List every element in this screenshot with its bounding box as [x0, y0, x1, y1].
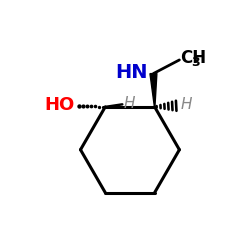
Text: 3: 3 — [191, 56, 200, 69]
Text: HO: HO — [44, 96, 75, 114]
Text: H: H — [180, 97, 192, 112]
Text: CH: CH — [180, 50, 206, 68]
Text: H: H — [124, 96, 135, 111]
Text: HN: HN — [115, 63, 147, 82]
Polygon shape — [150, 74, 157, 107]
